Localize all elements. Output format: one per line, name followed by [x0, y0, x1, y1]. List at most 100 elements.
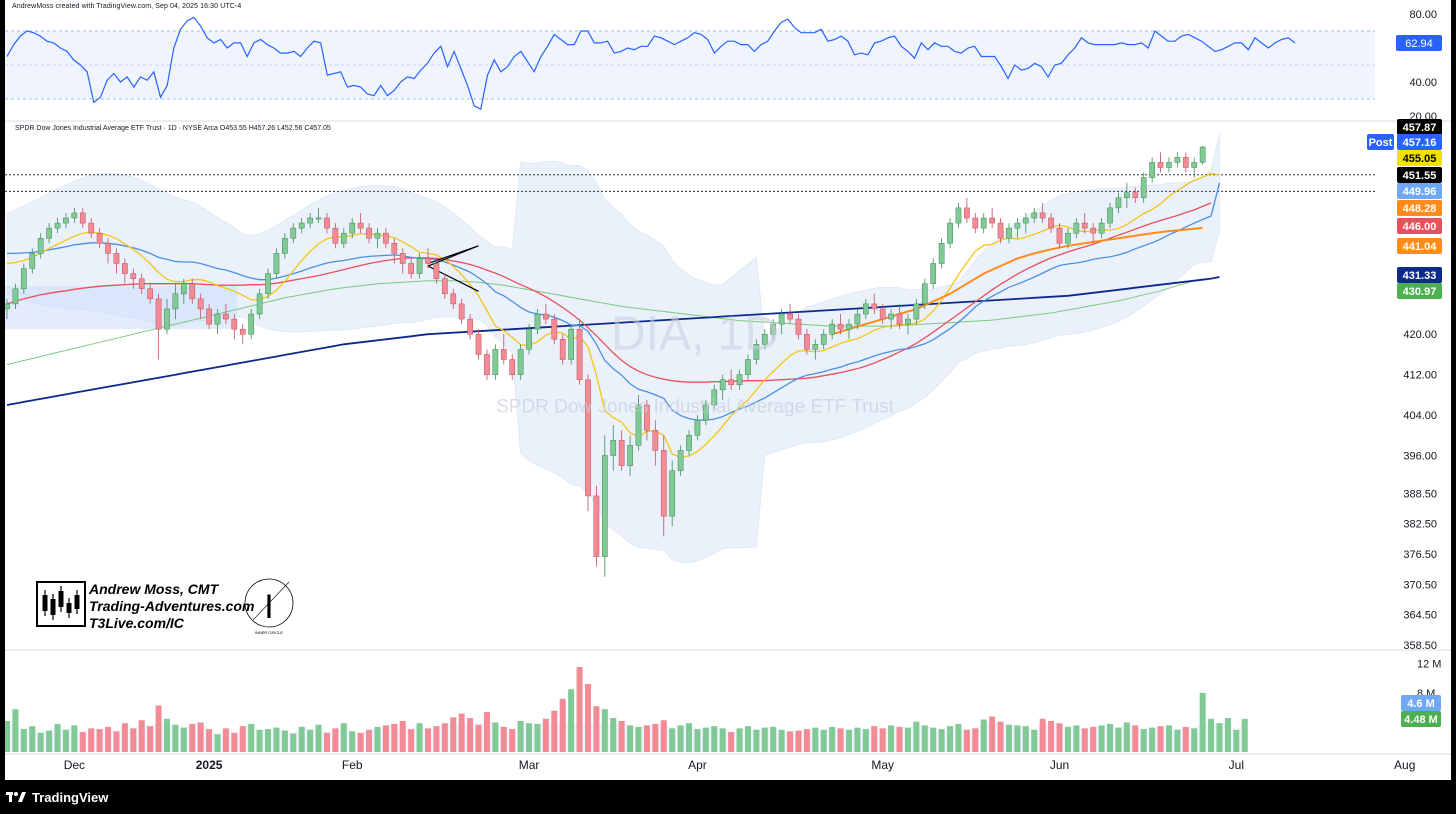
candle-body: [54, 222, 61, 229]
price-label-bg: [1397, 183, 1442, 199]
candle-body: [677, 450, 684, 471]
branding-logo-candle: [42, 595, 48, 611]
candle-body: [888, 313, 894, 320]
candle-body: [147, 288, 153, 300]
volume-bar: [113, 731, 120, 752]
volume-bar: [643, 725, 650, 752]
candle-body: [467, 318, 473, 335]
volume-bar: [256, 729, 263, 752]
candle-body: [694, 419, 701, 436]
volume-bar: [1056, 723, 1063, 752]
candle-body: [879, 308, 886, 320]
candle-body: [96, 232, 103, 244]
tradingview-logo-icon[interactable]: [6, 791, 26, 803]
volume-current-label: 4.6 M: [1407, 698, 1435, 710]
sma200-line: [6, 276, 1220, 406]
volume-bar: [475, 724, 482, 752]
candle-body: [37, 237, 44, 254]
volume-bar: [736, 728, 743, 752]
candle-body: [559, 339, 566, 360]
candle-body: [273, 253, 280, 274]
candle-body: [585, 379, 591, 497]
branding-logo-candle: [74, 595, 80, 609]
volume-bar: [20, 729, 27, 752]
candle-body: [787, 313, 793, 320]
volume-bar: [770, 726, 777, 752]
volume-bar: [467, 718, 474, 752]
post-label: Post: [1369, 137, 1393, 149]
volume-bar: [913, 721, 920, 752]
candle-body: [711, 389, 718, 406]
x-axis-label: Jul: [1229, 758, 1244, 772]
price-label-bg: [1397, 238, 1442, 254]
ema8-line: [6, 172, 1220, 459]
candle-body: [1199, 146, 1206, 163]
x-axis-label: Aug: [1394, 758, 1415, 772]
candle-body: [282, 237, 288, 254]
candle-body: [206, 308, 212, 325]
bollinger-band: [6, 133, 1220, 563]
volume-bar: [46, 730, 53, 752]
volume-bar: [147, 726, 154, 752]
price-tick-label: 412.00: [1403, 370, 1437, 382]
footer-brand[interactable]: TradingView: [32, 789, 109, 805]
candle-body: [534, 313, 541, 330]
candle-body: [652, 429, 659, 451]
price-label-bg: [1397, 119, 1442, 135]
candle-body: [408, 263, 415, 274]
candle-body: [837, 323, 844, 330]
volume-bar: [904, 727, 911, 752]
price-label: 431.33: [1403, 270, 1437, 282]
candle-body: [500, 349, 507, 360]
candle-body: [871, 303, 878, 310]
candle-body: [164, 308, 170, 330]
volume-bar: [391, 723, 398, 752]
price-label-bg: [1397, 267, 1442, 283]
candle-body: [921, 283, 928, 305]
volume-bar: [71, 725, 78, 752]
candle-body: [71, 212, 78, 219]
symbol-legend[interactable]: SPDR Dow Jones Industrial Average ETF Tr…: [15, 125, 331, 132]
price-label-bg: [1397, 283, 1442, 299]
candle-body: [778, 313, 785, 325]
candle-body: [576, 328, 583, 380]
candle-body: [543, 313, 549, 320]
volume-bar: [500, 726, 507, 752]
candle-body: [627, 445, 633, 466]
volume-bar: [618, 720, 625, 752]
candle-body: [450, 293, 457, 305]
candle-body: [113, 253, 120, 264]
x-axis-label: Feb: [342, 758, 363, 772]
volume-bar: [610, 718, 617, 752]
candle-body: [374, 232, 381, 239]
branding-logo-candle: [66, 603, 72, 613]
volume-bar: [963, 729, 970, 752]
branding-logo-icon: [36, 581, 86, 627]
volume-bar: [323, 732, 330, 752]
candle-body: [1014, 222, 1021, 229]
sma50-line: [6, 202, 1212, 383]
candle-body: [896, 313, 903, 325]
candle-body: [130, 273, 137, 279]
volume-bar: [298, 726, 305, 752]
volume-bar: [837, 728, 844, 752]
candle-body: [686, 435, 692, 451]
volume-bar: [1039, 718, 1046, 752]
volume-bar: [846, 729, 852, 752]
volume-bar: [559, 698, 566, 752]
x-axis-label: Jun: [1050, 758, 1069, 772]
volume-bar: [534, 723, 541, 752]
candle-body: [761, 333, 768, 345]
inner-circle-text: INNER CIRCLE: [255, 630, 284, 635]
ema21-line: [7, 182, 1221, 421]
volume-bar: [163, 718, 170, 752]
candle-body: [1157, 162, 1164, 168]
volume-bar: [921, 725, 928, 752]
volume-bar: [1149, 727, 1156, 752]
candle-body: [1149, 162, 1155, 178]
volume-bar: [1140, 729, 1147, 752]
candle-body: [601, 455, 608, 557]
volume-bar: [441, 723, 448, 752]
volume-bar: [1233, 729, 1240, 752]
candle-body: [955, 207, 962, 224]
